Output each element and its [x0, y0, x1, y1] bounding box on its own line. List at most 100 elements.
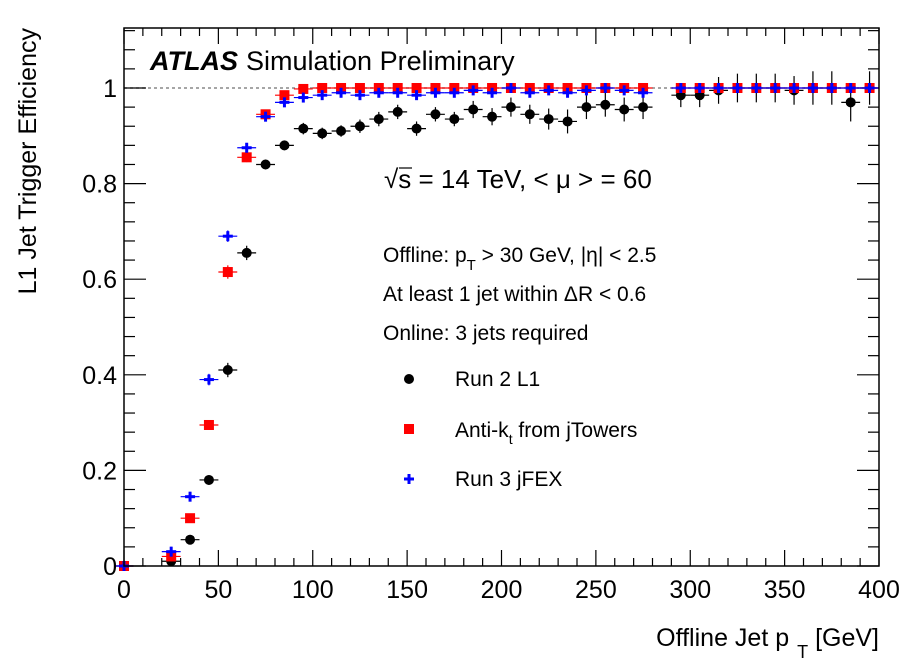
marker-circle	[543, 114, 554, 125]
marker-square	[185, 513, 196, 524]
marker-circle	[354, 121, 365, 132]
legend-marker-run2-l1	[404, 374, 414, 384]
marker-square	[298, 83, 309, 94]
data-point-run3-jfex	[765, 83, 785, 93]
data-point-run3-jfex	[275, 97, 294, 108]
data-point-run2-l1	[256, 159, 275, 170]
marker-circle	[581, 102, 592, 113]
x-tick-label: 100	[292, 576, 334, 604]
marker-square	[241, 152, 252, 163]
marker-circle	[411, 123, 422, 134]
marker-circle	[468, 104, 479, 115]
x-tick-label: 400	[858, 576, 900, 604]
data-point-antikt-jtowers	[350, 83, 370, 93]
legend-antikt-suffix: from jTowers	[513, 419, 638, 442]
legend-label-jfex: Run 3 jFEX	[455, 468, 562, 491]
data-point-run2-l1	[350, 119, 370, 133]
marker-square	[354, 83, 365, 93]
marker-square	[411, 83, 422, 93]
marker-circle	[203, 474, 214, 485]
x-tick-label: 0	[117, 576, 131, 604]
data-point-run3-jfex	[614, 85, 634, 96]
x-tick-label: 150	[386, 576, 428, 604]
marker-circle	[562, 116, 573, 127]
data-point-run3-jfex	[520, 87, 540, 98]
data-point-run2-l1	[558, 109, 577, 134]
marker-square	[222, 267, 233, 278]
legend-antikt-main: Anti-k	[455, 419, 509, 442]
x-axis-title-main: Offline Jet p	[656, 624, 789, 652]
data-point-run3-jfex	[671, 83, 691, 93]
data-point-run2-l1	[407, 121, 426, 136]
data-point-run3-jfex	[312, 90, 332, 101]
marker-circle	[600, 99, 611, 110]
x-axis-title: Offline Jet p T [GeV]	[656, 624, 879, 662]
data-point-run2-l1	[331, 125, 351, 137]
atlas-label: ATLAS Simulation Preliminary	[149, 46, 515, 76]
data-point-run2-l1	[444, 111, 464, 127]
data-point-run3-jfex	[482, 87, 502, 98]
data-point-antikt-jtowers	[293, 83, 313, 94]
offline-cut-suffix: > 30 GeV, |η| < 2.5	[476, 244, 657, 267]
marker-circle	[185, 534, 196, 545]
data-point-run3-jfex	[860, 83, 879, 93]
marker-circle	[298, 123, 309, 134]
data-point-antikt-jtowers	[199, 419, 219, 430]
data-point-run3-jfex	[822, 83, 842, 93]
data-point-run3-jfex	[746, 83, 766, 93]
data-point-run3-jfex	[577, 85, 596, 96]
marker-circle	[449, 114, 460, 125]
data-point-run3-jfex	[595, 83, 615, 93]
atlas-brand-sub: Simulation Preliminary	[246, 46, 515, 76]
data-point-run3-jfex	[633, 87, 653, 98]
legend-marker-antikt	[404, 424, 414, 434]
data-point-run3-jfex	[388, 87, 408, 98]
tick-labels: 0 50 100 150 200 250 300 350 400 0 0.2 0.4 0.6 0.8 1	[82, 75, 900, 604]
online-label: Online: 3 jets required	[383, 322, 588, 345]
data-point-run3-jfex	[331, 87, 351, 98]
x-tick-label: 200	[481, 576, 523, 604]
data-point-antikt-jtowers	[180, 513, 200, 524]
data-point-run2-l1	[501, 97, 521, 117]
match-label: At least 1 jet within ΔR < 0.6	[383, 283, 646, 306]
data-point-run2-l1	[482, 108, 502, 126]
energy-label: √s = 14 TeV, < μ > = 60	[384, 164, 652, 194]
series-run3-jfex	[114, 83, 879, 571]
marker-circle	[279, 140, 290, 151]
data-point-run3-jfex	[293, 92, 313, 103]
marker-square	[203, 419, 214, 430]
x-tick-label: 250	[575, 576, 617, 604]
marker-circle	[638, 102, 649, 113]
data-point-run2-l1	[539, 108, 559, 130]
data-point-run2-l1	[199, 474, 219, 485]
energy-text: s = 14 TeV, < μ > = 60	[398, 164, 652, 194]
y-tick-label: 0.6	[82, 266, 117, 294]
offline-cut-label: Offline: pT > 30 GeV, |η| < 2.5	[383, 244, 656, 274]
data-point-antikt-jtowers	[312, 83, 332, 93]
data-point-run3-jfex	[426, 87, 445, 98]
plot-frame	[123, 27, 880, 567]
data-point-run3-jfex	[784, 83, 804, 93]
data-point-run2-l1	[633, 95, 653, 120]
y-tick-label: 0.8	[82, 171, 117, 199]
marker-circle	[373, 114, 384, 125]
marker-circle	[430, 109, 441, 120]
marker-circle	[524, 109, 535, 120]
data-point-run3-jfex	[558, 87, 577, 98]
x-axis-title-unit: [GeV]	[808, 624, 879, 652]
data-point-run3-jfex	[369, 87, 389, 98]
data-point-run2-l1	[388, 104, 408, 120]
data-points	[114, 71, 879, 571]
marker-circle	[222, 365, 233, 376]
y-tick-label: 0.2	[82, 457, 117, 485]
data-point-antikt-jtowers	[218, 265, 238, 279]
x-tick-label: 50	[204, 576, 232, 604]
marker-square	[279, 90, 290, 101]
data-point-run3-jfex	[709, 83, 728, 93]
data-point-run3-jfex	[180, 491, 200, 502]
x-axis-title-sub: T	[797, 642, 808, 662]
data-point-run3-jfex	[444, 87, 464, 98]
data-point-antikt-jtowers	[237, 152, 257, 163]
data-point-run3-jfex	[463, 85, 483, 96]
